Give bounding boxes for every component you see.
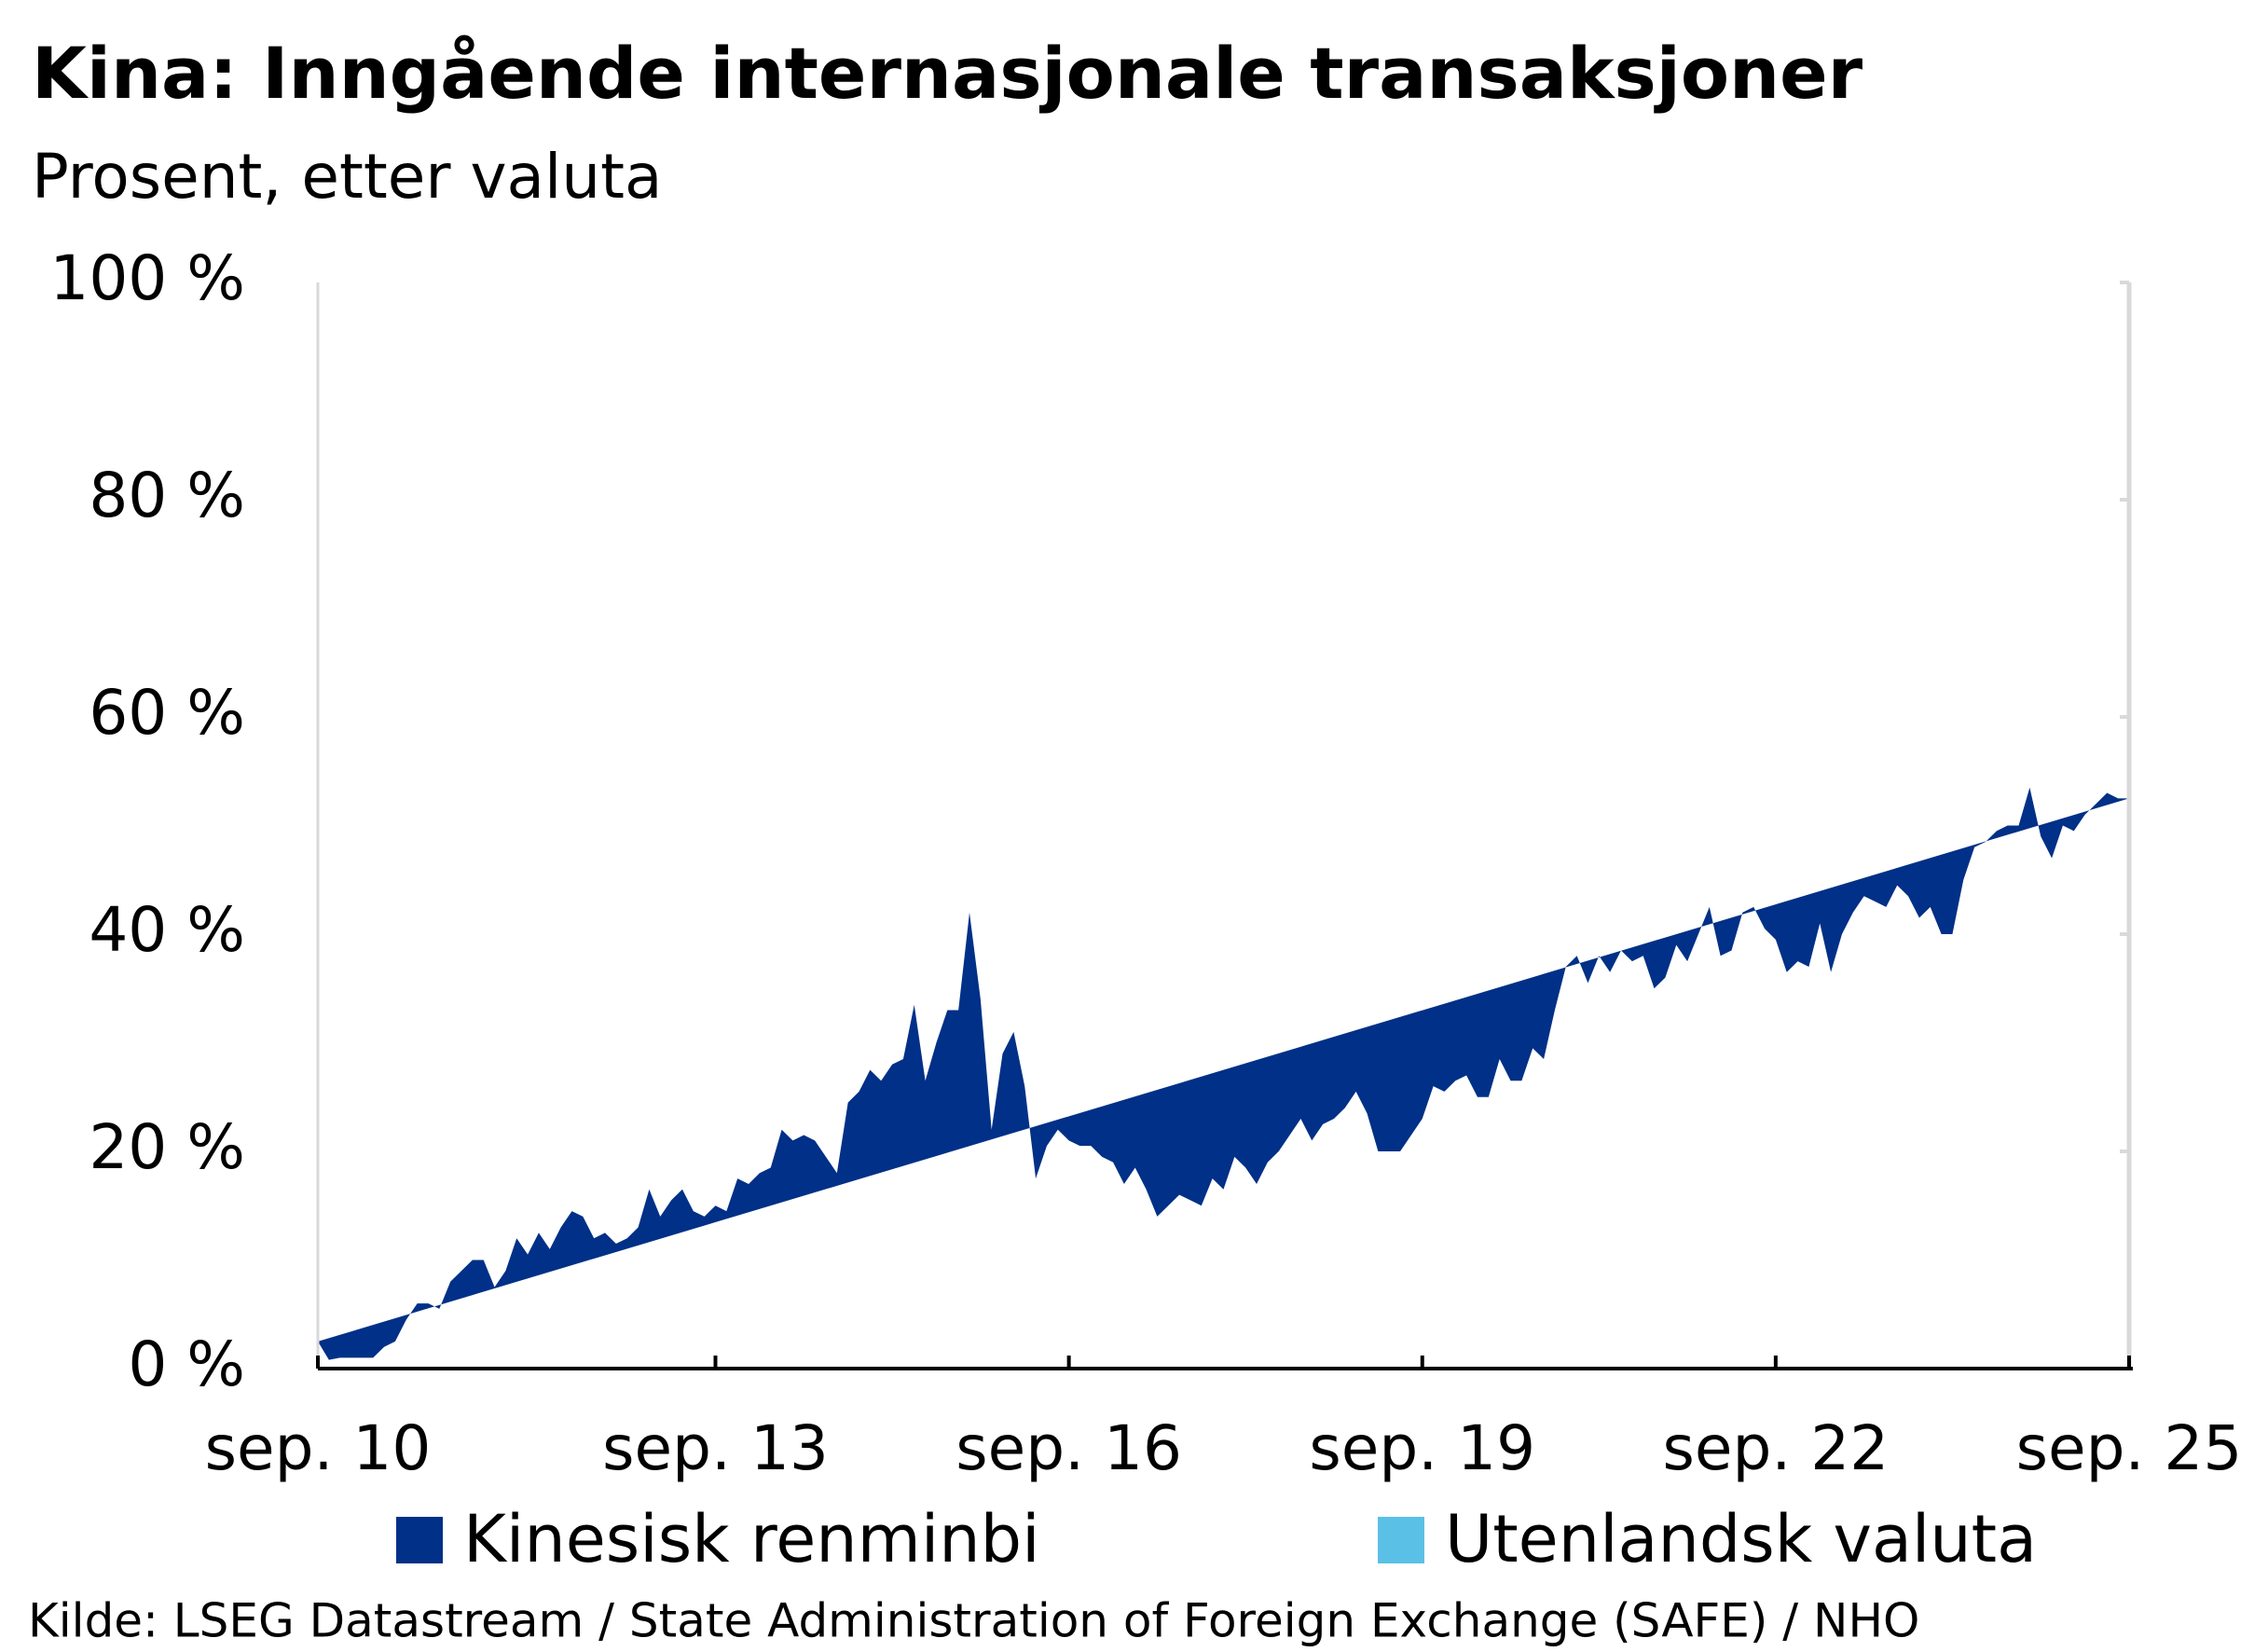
x-tick-label: sep. 25 — [2016, 1412, 2243, 1484]
y-tick-label: 60 % — [89, 677, 245, 749]
y-tick-label: 20 % — [89, 1111, 245, 1183]
y-tick-label: 100 % — [49, 242, 245, 314]
legend-swatch — [396, 1517, 443, 1563]
area — [318, 787, 2129, 1360]
chart-title: Kina: Inngående internasjonale transaksj… — [32, 32, 1863, 115]
x-tick-label: sep. 22 — [1662, 1412, 1889, 1484]
y-tick-label: 80 % — [89, 460, 245, 531]
y-tick-label: 0 % — [128, 1328, 245, 1400]
source: Kilde: LSEG Datastream / State Administr… — [28, 1594, 1919, 1648]
legend-label: Utenlandsk valuta — [1445, 1501, 2037, 1577]
x-tick-label: sep. 13 — [602, 1412, 829, 1484]
x-tick-label: sep. 10 — [205, 1412, 432, 1484]
legend-swatch — [1378, 1517, 1424, 1563]
x-tick-label: sep. 16 — [955, 1412, 1182, 1484]
legend-label: Kinesisk renminbi — [463, 1501, 1040, 1577]
chart-subtitle: Prosent, etter valuta — [32, 141, 662, 213]
x-tick-label: sep. 19 — [1309, 1412, 1535, 1484]
y-tick-label: 40 % — [89, 894, 245, 966]
